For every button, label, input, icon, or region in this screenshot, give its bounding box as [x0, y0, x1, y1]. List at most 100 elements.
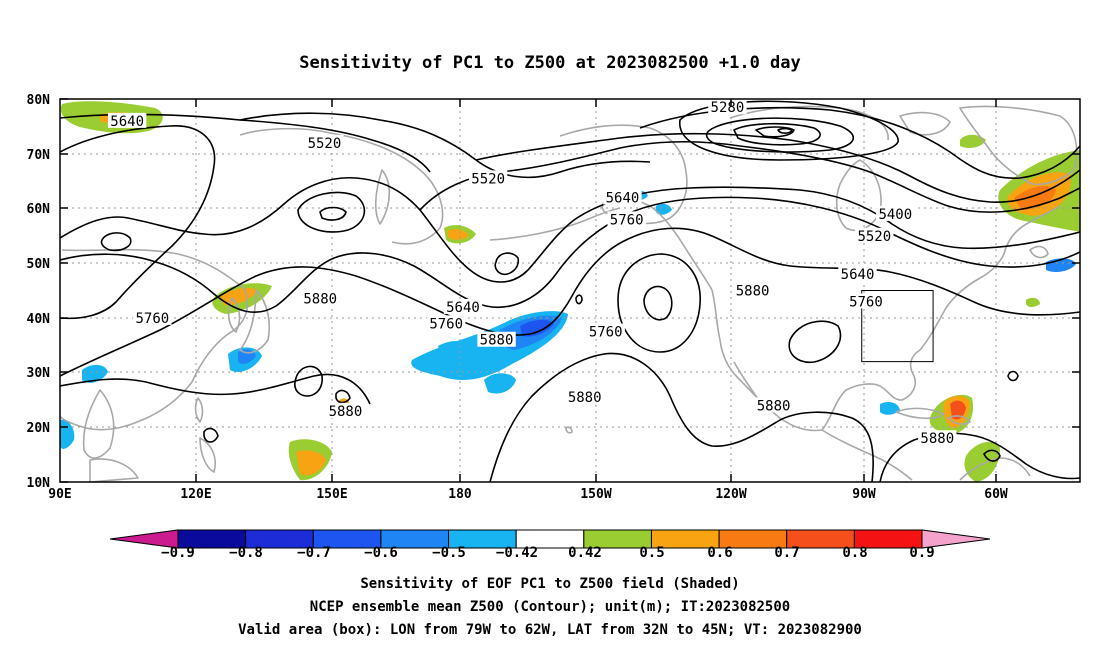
contour-label: 5640	[110, 114, 144, 130]
contour-5880-main	[60, 227, 1080, 377]
coast-hawaii	[565, 426, 573, 434]
longitude-labels: 90E 120E 150E 180 150W 120W 90W 60W	[48, 487, 1008, 502]
shading-patch-japan-orange	[220, 288, 258, 306]
contour-5520-mid	[475, 132, 1080, 203]
coast-mexico-gulf	[821, 349, 921, 431]
lon-label: 120E	[180, 487, 211, 502]
contour-label: 5760	[589, 325, 623, 341]
colorbar-label: −0.9	[161, 545, 195, 561]
colorbar-label: 0.7	[774, 545, 799, 561]
contour-label: 5760	[135, 311, 169, 327]
contour-label-background	[733, 282, 772, 298]
contour-high-siberia-outer	[297, 191, 366, 233]
coast-aleutians	[489, 207, 621, 241]
contour-label-background	[855, 227, 894, 243]
contour-label-background	[876, 205, 915, 221]
footer-line-valid-area: Valid area (box): LON from 79W to 62W, L…	[238, 622, 862, 638]
coast-japan	[239, 289, 271, 354]
coast-canada-east	[1003, 205, 1061, 255]
contour-label-background	[107, 112, 147, 128]
contour-label: 5640	[841, 267, 875, 283]
contour-label: 5880	[568, 390, 602, 406]
map-frame	[59, 98, 1081, 483]
coast-east-asia	[239, 127, 444, 245]
contour-label: 5640	[446, 300, 480, 316]
lat-label: 60N	[27, 202, 51, 217]
valid-area-box	[861, 290, 934, 363]
lat-label: 70N	[27, 148, 51, 163]
coast-taiwan	[194, 397, 204, 423]
colorbar-labels: −0.9 −0.8 −0.7 −0.6 −0.5 −0.42 0.42 0.5 …	[161, 545, 935, 561]
contour-label: 5640	[606, 190, 640, 206]
shading-patch-caribbean-red	[950, 400, 966, 420]
colorbar-label: 0.6	[707, 545, 732, 561]
coast-korea	[227, 297, 241, 333]
contour-5520-upper	[239, 112, 651, 179]
contour-small-west-3	[335, 389, 351, 404]
contour-label-background	[565, 389, 604, 405]
lon-label: 150W	[580, 487, 611, 502]
coast-newfoundland	[1029, 245, 1049, 259]
contour-label-background	[607, 211, 646, 227]
lat-label: 40N	[27, 312, 51, 327]
contour-5640-west	[60, 125, 216, 320]
footer-line-shading: Sensitivity of EOF PC1 to Z500 field (Sh…	[360, 576, 739, 592]
shading-patch-atlantic-green-small	[1026, 297, 1040, 307]
contour-label-background	[754, 397, 793, 413]
shading-patch-westpac-orange	[296, 450, 326, 476]
coast-borneo	[89, 458, 139, 482]
shading-patch-pacific-darkblue	[520, 319, 554, 337]
coast-indochina	[82, 389, 115, 459]
contour-small-west-4	[203, 427, 219, 443]
contour-label-background	[838, 266, 877, 282]
lon-label: 150E	[316, 487, 347, 502]
coast-greenland	[959, 105, 1078, 186]
contour-label: 5880	[757, 398, 791, 414]
contour-small-pac	[575, 294, 583, 305]
footer-line-contour: NCEP ensemble mean Z500 (Contour); unit(…	[310, 599, 790, 615]
colorbar-label: 0.42	[568, 545, 602, 561]
contour-label: 5520	[308, 136, 342, 152]
colorbar-high-extension	[921, 529, 991, 549]
contour-label: 5760	[610, 212, 644, 228]
contour-label-background	[426, 315, 466, 331]
colorbar-label: −0.5	[432, 545, 466, 561]
coast-south-america	[959, 457, 1031, 481]
contour-5880-south-central	[489, 352, 874, 482]
coast-china	[60, 248, 249, 431]
contour-label: 5880	[736, 284, 770, 300]
contour-small-west-2	[294, 365, 323, 397]
contour-label: 5880	[303, 292, 337, 308]
contour-small-east-2	[983, 449, 1001, 462]
contour-low-ring-4	[777, 127, 793, 134]
colorbar-label: 0.8	[842, 545, 867, 561]
contour-label-background	[477, 331, 516, 347]
contour-label: 5760	[429, 316, 463, 332]
shading-patch-southatlantic-green	[964, 441, 1000, 482]
contour-label: 5520	[471, 171, 505, 187]
contour-cutoff-east	[788, 320, 842, 364]
contour-cutoff-low-outer	[617, 253, 701, 353]
shading-patch-sea-cyan	[82, 364, 108, 383]
contour-label-background	[586, 323, 625, 339]
contour-label-background	[326, 402, 365, 418]
contour-label-background	[603, 189, 642, 205]
contour-cutoff-low-inner	[643, 285, 673, 321]
contour-low-ring-3	[755, 126, 795, 138]
colorbar-label: 0.5	[639, 545, 664, 561]
coast-cuba	[895, 407, 945, 420]
contour-label-background	[305, 134, 344, 150]
colorbar	[109, 529, 991, 549]
contour-label: 5880	[480, 333, 514, 349]
shading-patch-atlantic-north-green	[960, 134, 986, 148]
axis-ticks	[60, 98, 1080, 483]
lat-label: 10N	[27, 476, 51, 491]
contour-label-background	[468, 170, 508, 186]
coast-central-america	[821, 429, 913, 481]
lon-label: 90E	[48, 487, 71, 502]
coastlines	[60, 105, 1078, 482]
contour-label: 5520	[857, 229, 891, 245]
contour-low-ring-1	[705, 117, 854, 153]
contour-5280-ring-outer	[679, 100, 899, 161]
